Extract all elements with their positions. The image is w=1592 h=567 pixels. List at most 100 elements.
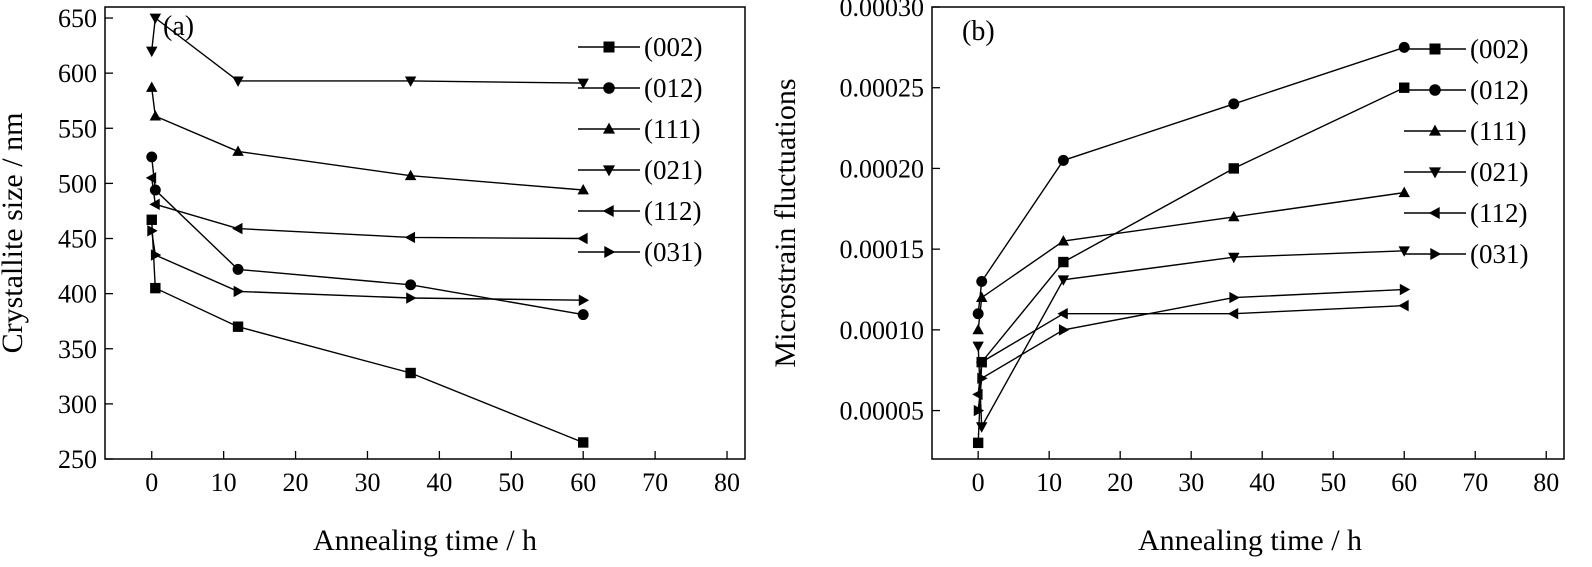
x-tick-label: 10 bbox=[1036, 468, 1062, 497]
series-triangle-down bbox=[146, 13, 589, 90]
legend-item: (112) bbox=[1404, 198, 1527, 228]
series-triangle-left bbox=[145, 172, 588, 245]
data-point bbox=[149, 13, 162, 25]
data-point bbox=[577, 184, 589, 195]
x-tick-label: 50 bbox=[1320, 468, 1346, 497]
series-group-b bbox=[972, 41, 1411, 449]
y-tick-label: 650 bbox=[58, 4, 97, 33]
series-triangle-right bbox=[147, 225, 590, 306]
data-point bbox=[1229, 291, 1240, 304]
y-tick-label: 0.00020 bbox=[840, 154, 925, 183]
legend-item: (112) bbox=[578, 196, 701, 226]
data-point bbox=[578, 437, 589, 448]
series-circle bbox=[972, 41, 1410, 320]
legend-item: (012) bbox=[1404, 75, 1528, 105]
legend-label: (112) bbox=[644, 196, 701, 226]
legend-marker bbox=[1428, 167, 1442, 179]
data-point bbox=[233, 285, 245, 298]
y-tick-label: 450 bbox=[58, 225, 97, 254]
legend-marker bbox=[603, 41, 615, 53]
x-tick-label: 20 bbox=[1107, 468, 1133, 497]
data-point bbox=[976, 275, 988, 287]
data-point bbox=[232, 76, 244, 87]
x-tick-label: 40 bbox=[426, 468, 452, 497]
series-line bbox=[977, 288, 1405, 411]
data-point bbox=[146, 214, 157, 225]
y-axis-ticks-a: 250 300 350 400 450 500 550 600 650 bbox=[58, 4, 113, 474]
data-point bbox=[1228, 210, 1240, 222]
y-tick-label: 500 bbox=[58, 169, 97, 198]
data-point bbox=[975, 422, 988, 433]
data-point bbox=[150, 249, 162, 261]
legend-marker bbox=[1428, 206, 1440, 220]
legend-item: (021) bbox=[1404, 157, 1528, 187]
legend-marker bbox=[602, 165, 616, 177]
data-point bbox=[1057, 307, 1068, 320]
x-tick-label: 30 bbox=[354, 468, 380, 497]
legend-label: (031) bbox=[644, 237, 702, 267]
chart-panel-a: 0 10 20 30 40 50 60 70 80 250 300 350 400 450 500 550 6… bbox=[0, 4, 746, 557]
data-point bbox=[145, 172, 157, 184]
data-point bbox=[1058, 256, 1069, 268]
data-point bbox=[232, 263, 244, 275]
x-tick-label: 30 bbox=[1178, 468, 1204, 497]
legend-item: (002) bbox=[578, 32, 702, 62]
data-point bbox=[1057, 154, 1069, 166]
data-point bbox=[1227, 307, 1239, 320]
x-axis-ticks-b: 0 10 20 30 40 50 60 70 80 bbox=[972, 451, 1559, 497]
legend-label: (031) bbox=[1470, 239, 1528, 269]
legend-marker bbox=[604, 245, 616, 259]
x-tick-label: 70 bbox=[642, 468, 668, 497]
x-tick-label: 20 bbox=[283, 468, 309, 497]
legend-label: (002) bbox=[644, 32, 702, 62]
data-point bbox=[149, 198, 160, 211]
legend-marker bbox=[1430, 247, 1442, 261]
x-tick-label: 10 bbox=[211, 468, 237, 497]
series-line bbox=[151, 87, 584, 191]
data-point bbox=[577, 232, 588, 245]
x-tick-label: 60 bbox=[1391, 468, 1417, 497]
y-tick-label: 0.00030 bbox=[840, 0, 925, 22]
data-point bbox=[577, 309, 589, 321]
x-tick-label: 70 bbox=[1462, 468, 1488, 497]
data-point bbox=[404, 169, 417, 181]
data-point bbox=[404, 76, 417, 87]
legend-item: (031) bbox=[578, 237, 702, 267]
data-point bbox=[1398, 186, 1410, 198]
legend-label: (002) bbox=[1470, 34, 1528, 64]
series-square bbox=[146, 214, 589, 448]
data-point bbox=[406, 292, 417, 304]
data-point bbox=[232, 321, 244, 332]
x-tick-label: 40 bbox=[1249, 468, 1275, 497]
x-axis-label-b: Annealing time / h bbox=[1138, 524, 1362, 557]
x-axis-label-a: Annealing time / h bbox=[313, 524, 537, 557]
x-axis-ticks-a: 0 10 20 30 40 50 60 70 80 bbox=[145, 451, 740, 497]
legend-label: (111) bbox=[1470, 116, 1526, 146]
series-line bbox=[151, 219, 584, 444]
y-tick-label: 400 bbox=[58, 280, 97, 309]
plot-frame-b bbox=[931, 6, 1565, 460]
data-point bbox=[1228, 163, 1239, 174]
series-line bbox=[977, 46, 1405, 314]
data-point bbox=[972, 323, 984, 335]
data-point bbox=[149, 184, 161, 196]
x-tick-label: 60 bbox=[570, 468, 596, 497]
y-axis-ticks-b: 0.00005 0.00010 0.00015 0.00020 0.00025 0.000… bbox=[840, 0, 940, 426]
chart-panel-b: 0 10 20 30 40 50 60 70 80 0.000050.000100.000150… bbox=[769, 0, 1565, 557]
x-tick-label: 80 bbox=[1533, 468, 1559, 497]
data-point bbox=[1398, 41, 1410, 53]
legend-item: (031) bbox=[1404, 239, 1528, 269]
series-triangle-left bbox=[972, 299, 1409, 401]
data-point bbox=[1399, 82, 1410, 93]
legend-label: (111) bbox=[644, 114, 700, 144]
data-point bbox=[973, 404, 985, 417]
legend-label: (021) bbox=[1470, 157, 1528, 187]
data-point bbox=[1057, 235, 1070, 246]
legend-label: (012) bbox=[644, 73, 702, 103]
series-triangle-up bbox=[972, 186, 1410, 335]
legend-b: (002) (012) (111) (021) (112) (031) bbox=[1404, 34, 1528, 269]
data-point bbox=[405, 279, 417, 291]
legend-marker bbox=[602, 122, 616, 134]
legend-marker bbox=[1428, 124, 1442, 136]
legend-marker bbox=[1429, 43, 1441, 55]
